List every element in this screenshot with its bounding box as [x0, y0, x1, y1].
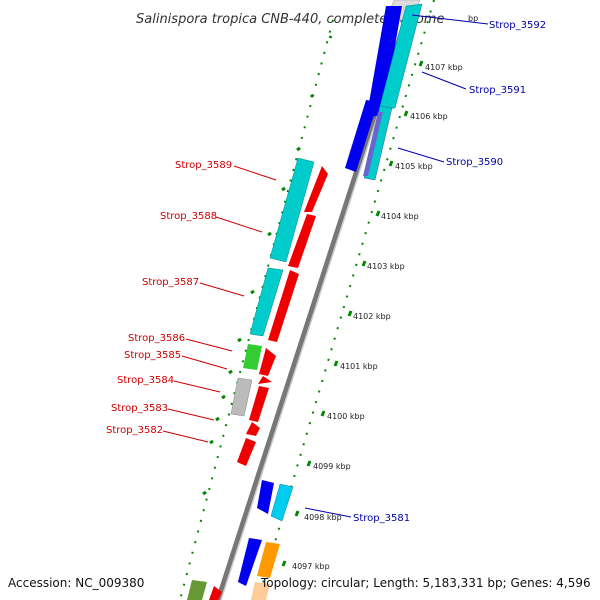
gene-feature[interactable] — [230, 377, 253, 417]
gene-label-reverse[interactable]: Strop_3585 — [124, 350, 181, 361]
gene-feature[interactable] — [249, 386, 269, 422]
gene-feature[interactable] — [209, 586, 222, 600]
gene-feature[interactable] — [288, 214, 316, 268]
gene-feature[interactable] — [257, 480, 274, 514]
gene-feature[interactable] — [270, 483, 294, 522]
tick-label: 4097 kbp — [292, 562, 330, 571]
accession-text: Accession: NC_009380 — [8, 576, 144, 590]
gene-label-reverse[interactable]: Strop_3584 — [117, 375, 174, 386]
gene-label-reverse[interactable]: Strop_3587 — [142, 277, 199, 288]
gene-label-forward[interactable]: Strop_3592 — [489, 20, 546, 31]
gene-feature[interactable] — [187, 580, 207, 600]
tick-label: 4101 kbp — [340, 362, 378, 371]
gene-feature[interactable] — [238, 538, 262, 586]
tick-label: 4102 kbp — [353, 312, 391, 321]
gene-feature[interactable] — [363, 112, 383, 176]
tick-label: 4104 kbp — [381, 212, 419, 221]
gene-feature[interactable] — [304, 166, 328, 212]
tick-label: 4103 kbp — [367, 262, 405, 271]
forward-labels: Strop_3592 Strop_3591 Strop_3590 Strop_3… — [353, 20, 546, 524]
tick-label: 4100 kbp — [327, 412, 365, 421]
gene-feature[interactable] — [269, 157, 315, 263]
inner-dotted-rule — [179, 19, 334, 600]
gene-feature[interactable] — [259, 348, 276, 376]
reverse-label-leaders — [162, 165, 277, 443]
gene-feature[interactable] — [268, 270, 299, 342]
gene-label-forward[interactable]: Strop_3590 — [446, 157, 503, 168]
gene-feature[interactable] — [367, 6, 402, 118]
map-title: Salinispora tropica CNB-440, complete ge… — [136, 12, 444, 27]
gene-feature[interactable] — [251, 582, 270, 600]
tick-labels: bp 4107 kbp 4106 kbp 4105 kbp 4104 kbp 4… — [292, 14, 478, 571]
gene-feature[interactable] — [378, 3, 423, 111]
tick-label-top-fragment: bp — [468, 14, 478, 23]
tick-label: 4106 kbp — [410, 112, 448, 121]
gene-label-forward[interactable]: Strop_3581 — [353, 513, 410, 524]
tick-label: 4098 kbp — [304, 513, 342, 522]
gene-label-reverse[interactable]: Strop_3588 — [160, 211, 217, 222]
gene-label-reverse[interactable]: Strop_3582 — [106, 425, 163, 436]
reverse-labels: Strop_3589 Strop_3588 Strop_3587 Strop_3… — [106, 160, 232, 436]
gene-label-reverse[interactable]: Strop_3586 — [128, 333, 185, 344]
gene-feature[interactable] — [237, 438, 256, 466]
tick-label: 4099 kbp — [313, 462, 351, 471]
outer-tick-marks — [281, 60, 424, 567]
tick-label: 4107 kbp — [425, 63, 463, 72]
reverse-strand-genes — [187, 157, 328, 600]
gene-feature[interactable] — [257, 542, 280, 578]
gene-feature[interactable] — [258, 376, 272, 384]
gene-feature[interactable] — [246, 422, 260, 436]
gene-label-reverse[interactable]: Strop_3589 — [175, 160, 232, 171]
tick-label: 4105 kbp — [395, 162, 433, 171]
topology-text: Topology: circular; Length: 5,183,331 bp… — [260, 576, 591, 590]
gene-feature[interactable] — [249, 267, 284, 337]
forward-strand-genes — [238, 0, 423, 600]
gene-feature[interactable] — [345, 100, 378, 172]
forward-label-leaders — [304, 14, 489, 518]
gene-label-reverse[interactable]: Strop_3583 — [111, 403, 168, 414]
gene-label-forward[interactable]: Strop_3591 — [469, 85, 526, 96]
gene-feature[interactable] — [243, 344, 262, 370]
